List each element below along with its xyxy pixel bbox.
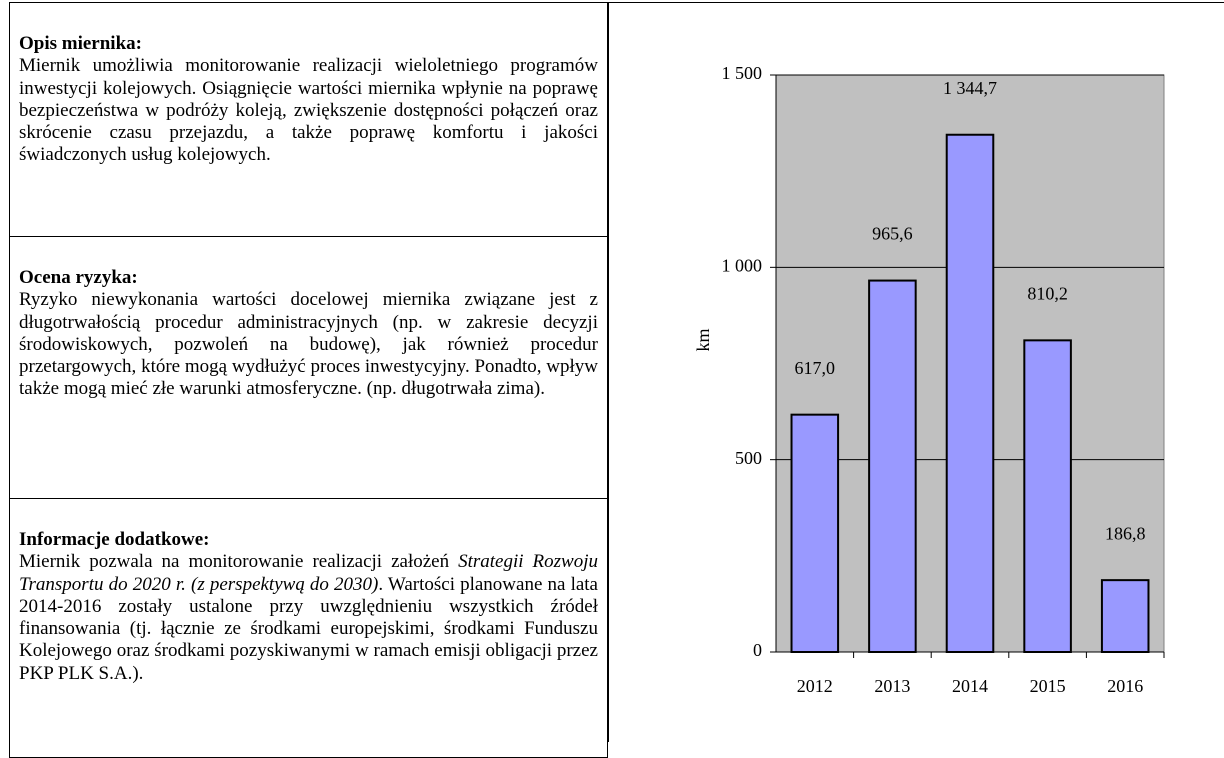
y-tick-label: 1 500: [722, 63, 763, 83]
text-run: Miernik umożliwia monitorowanie realizac…: [19, 55, 598, 166]
x-tick-label: 2014: [952, 676, 988, 696]
section-title: Ocena ryzyka:: [19, 267, 138, 288]
y-tick-label: 500: [735, 448, 762, 468]
x-tick-label: 2016: [1107, 676, 1143, 696]
data-label: 617,0: [795, 358, 836, 378]
text-run: Strategii Rozwoju Transportu do 2020 r. …: [19, 551, 598, 595]
y-tick-label: 1 000: [722, 255, 763, 275]
text-run: . Wartości planowane na lata 2014-2016 z…: [19, 573, 598, 684]
bar: [1023, 339, 1072, 653]
data-label: 1 344,7: [943, 78, 997, 98]
section: Opis miernika: Miernik umożliwia monitoro…: [9, 2, 608, 237]
bar: [1100, 579, 1150, 654]
section-text: Ryzyko niewykonania wartości docelowej m…: [19, 289, 598, 400]
section: Informacje dodatkowe: Miernik pozwala na …: [9, 498, 608, 758]
data-label: 186,8: [1105, 523, 1146, 543]
data-label: 810,2: [1027, 283, 1068, 303]
x-tick-label: 2013: [874, 676, 910, 696]
bar: [790, 413, 840, 654]
chart: km 0 500 1 000 1 500 2012 617,0 2013 965,6 2014 1…: [9, 2, 1224, 742]
section-text: Miernik pozwala na monitorowanie realiza…: [19, 551, 598, 685]
y-tick-label: 0: [753, 640, 762, 660]
data-label: 965,6: [872, 224, 913, 244]
y-axis-label: km: [693, 328, 713, 351]
text-run: Ryzyko niewykonania wartości docelowej m…: [19, 289, 598, 400]
page: Opis miernika: Miernik umożliwia monitoro…: [9, 2, 1224, 758]
x-tick-label: 2015: [1030, 676, 1066, 696]
bar: [945, 133, 995, 654]
section: Ocena ryzyka: Ryzyko niewykonania wartośc…: [9, 236, 608, 499]
x-tick-label: 2012: [797, 676, 833, 696]
text-run: Miernik pozwala na monitorowanie realiza…: [19, 551, 459, 573]
section-text: Miernik umożliwia monitorowanie realizac…: [19, 55, 598, 166]
section-title: Informacje dodatkowe:: [19, 529, 210, 550]
section-title: Opis miernika:: [19, 33, 142, 54]
bar: [868, 279, 917, 653]
